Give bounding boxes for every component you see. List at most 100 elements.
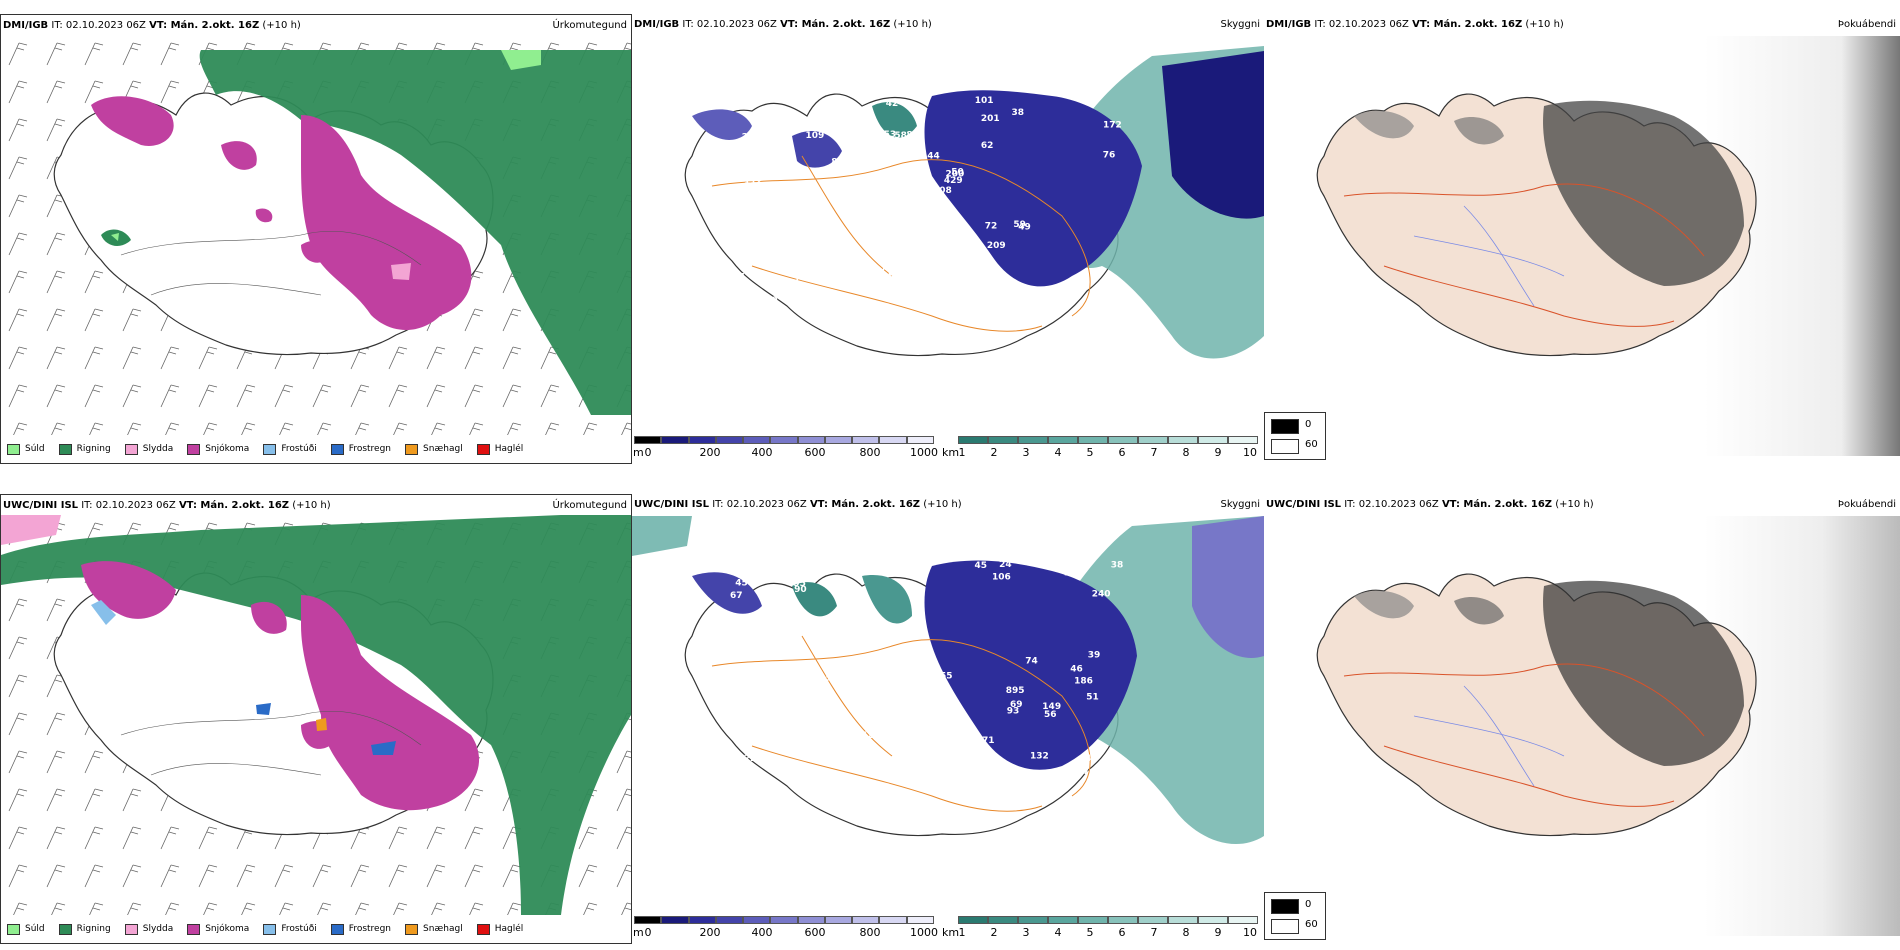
lead-time: (+10 h) — [262, 20, 301, 31]
fog-swatch-dark — [1271, 419, 1299, 434]
ceiling-tick: 400 — [751, 926, 773, 939]
lead-time: (+10 h) — [923, 499, 962, 510]
visibility-value-label: 69 — [1010, 700, 1023, 710]
colorbar-segment — [1018, 436, 1048, 444]
fog-label-bottom: 60 — [1305, 919, 1318, 930]
colorbar-segment — [852, 436, 880, 444]
visibility-value-label: 47 — [1091, 268, 1104, 278]
precip-header-2: UWC/DINI ISL IT: 02.10.2023 06Z VT: Mán.… — [3, 500, 331, 512]
visibility-value-label: 52 — [861, 731, 874, 741]
colorbar-segment — [715, 916, 744, 924]
visibility-value-label: 67 — [730, 591, 743, 601]
visibility-value-label: 200 — [946, 169, 965, 179]
legend-item-sleet: Slydda — [124, 443, 173, 455]
visibility-value-label: 113 — [785, 166, 804, 176]
lead-time: (+10 h) — [1525, 19, 1564, 30]
swatch-hail — [476, 443, 490, 455]
visibility-tick: 10 — [1243, 926, 1257, 939]
visibility-value-label: 69 — [773, 665, 786, 675]
model-name: DMI/IGB — [634, 19, 680, 30]
visibility-value-label: 117 — [903, 202, 922, 212]
visibility-labels: 895 186 22 82 130 132 138 106 111 52 67 121 45 47 52 39… — [730, 560, 1123, 783]
visibility-value-label: 172 — [1103, 121, 1122, 131]
visibility-tick: 8 — [1182, 446, 1190, 459]
ceiling-colorbar-1: m 0 200 400 600 800 1000 — [633, 436, 938, 462]
visibility-value-label: 41 — [843, 156, 856, 166]
visibility-title-1: Skyggni — [1220, 19, 1260, 30]
visibility-value-label: 39 — [1064, 569, 1077, 579]
visibility-value-label: 93 — [1007, 707, 1020, 717]
visibility-value-label: 59 — [1013, 220, 1026, 230]
ceiling-tick: 0 — [644, 446, 652, 459]
visibility-value-label: 79 — [881, 264, 894, 274]
visibility-value-label: 132 — [1030, 751, 1049, 761]
visibility-map-svg: 895 186 22 82 130 132 138 106 111 52 67 121 45 47 52 39… — [632, 516, 1264, 845]
colorbar-segment — [1078, 916, 1108, 924]
valid-time: VT: Mán. 2.okt. 16Z — [1412, 19, 1523, 30]
visibility-value-label: 57 — [846, 636, 859, 646]
visibility-value-label: 118 — [904, 734, 923, 744]
visibility-header-2: UWC/DINI ISL IT: 02.10.2023 06Z VT: Mán.… — [634, 499, 962, 511]
visibility-value-label: 56 — [1044, 710, 1057, 720]
visibility-tick: 1 — [958, 446, 966, 459]
precip-panel-2: UWC/DINI ISL IT: 02.10.2023 06Z VT: Mán.… — [0, 494, 632, 944]
fog-label-top: 0 — [1305, 899, 1312, 910]
visibility-value-label: 209 — [987, 241, 1006, 251]
lead-time: (+10 h) — [1555, 499, 1594, 510]
visibility-value-label: 111 — [834, 624, 853, 634]
fog-swatch-light — [1271, 919, 1299, 934]
visibility-value-label: 72 — [985, 221, 998, 231]
precip-panel-1: DMI/IGB IT: 02.10.2023 06Z VT: Mán. 2.ok… — [0, 14, 632, 464]
swatch-freezing-rain — [330, 443, 344, 455]
visibility-value-label: 82 — [801, 570, 814, 580]
visibility-value-label: 148 — [931, 84, 950, 94]
ceiling-tick: 1000 — [910, 926, 938, 939]
visibility-value-label: 24 — [999, 560, 1012, 570]
colorbar-segment — [958, 436, 988, 444]
fog-header-1: DMI/IGB IT: 02.10.2023 06Z VT: Mán. 2.ok… — [1266, 19, 1564, 31]
visibility-value-label: 76 — [758, 249, 771, 259]
visibility-tick: 2 — [990, 926, 998, 939]
visibility-value-label: 109 — [806, 131, 825, 141]
colorbar-segment — [688, 436, 716, 444]
visibility-value-label: 82 — [886, 176, 899, 186]
colorbar-segment — [906, 916, 934, 924]
visibility-value-label: 76 — [1103, 151, 1116, 161]
ceiling-tick: 400 — [751, 446, 773, 459]
swatch-rain — [58, 443, 72, 455]
ceiling-unit: m — [633, 446, 644, 459]
colorbar-segment — [1138, 436, 1168, 444]
ceiling-tick: 200 — [699, 446, 721, 459]
visibility-value-label: 55 — [940, 671, 953, 681]
visibility-value-label: 39 — [1088, 651, 1101, 661]
colorbar-segment — [1018, 916, 1048, 924]
visibility-value-label: 82 — [713, 170, 726, 180]
fog-panel-2: UWC/DINI ISL IT: 02.10.2023 06Z VT: Mán.… — [1264, 494, 1900, 944]
visibility-value-label: 44 — [927, 152, 940, 162]
visibility-value-label: 45 — [735, 579, 748, 589]
legend-item-snow: Snjókoma — [187, 923, 249, 935]
visibility-panel-1: DMI/IGB IT: 02.10.2023 06Z VT: Mán. 2.ok… — [632, 14, 1264, 464]
precip-map-2 — [1, 515, 631, 915]
visibility-labels: 117 203 167 107 200 160 101 86 201 108 123 180 112 17… — [695, 84, 1122, 307]
fog-map-1 — [1264, 36, 1900, 456]
precip-map-svg — [1, 35, 631, 435]
visibility-value-label: 49 — [1018, 223, 1031, 233]
visibility-value-label: 52 — [952, 774, 965, 784]
visibility-value-label: 50 — [951, 167, 964, 177]
visibility-value-label: 51 — [731, 297, 744, 307]
fog-label-top: 0 — [1305, 419, 1312, 430]
visibility-map-1: 117 203 167 107 200 160 101 86 201 108 123 180 112 17… — [632, 36, 1264, 434]
colorbar-segment — [879, 916, 907, 924]
visibility-value-label: 62 — [872, 200, 885, 210]
colorbar-segment — [634, 436, 662, 444]
visibility-value-label: 203 — [742, 133, 761, 143]
visibility-value-label: 429 — [944, 176, 963, 186]
colorbar-segment — [879, 436, 907, 444]
visibility-value-label: 56 — [863, 623, 876, 633]
visibility-tick: 9 — [1214, 926, 1222, 939]
colorbar-segment — [1168, 916, 1198, 924]
valid-time: VT: Mán. 2.okt. 16Z — [178, 500, 290, 511]
visibility-value-label: 59 — [836, 644, 849, 654]
visibility-value-label: 895 — [1006, 686, 1025, 696]
